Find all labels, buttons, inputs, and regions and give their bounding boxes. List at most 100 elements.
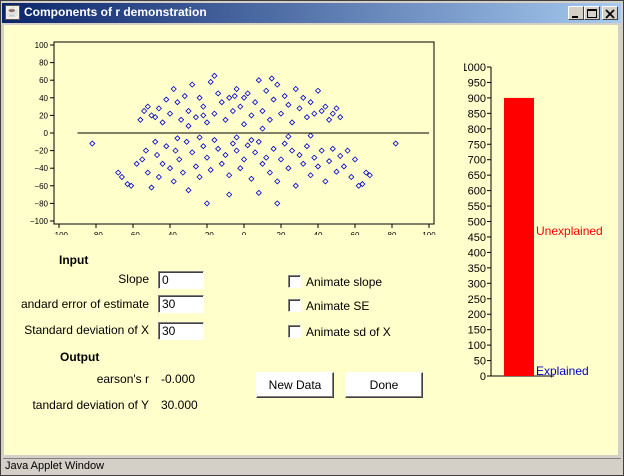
- new-data-button[interactable]: New Data: [256, 372, 334, 398]
- data-point: [333, 105, 340, 112]
- explained-label: Explained: [536, 364, 589, 378]
- bar-y-tick-label: 300: [468, 278, 486, 290]
- data-point: [155, 105, 162, 112]
- data-point: [141, 107, 148, 115]
- data-point: [215, 90, 222, 97]
- data-point: [268, 75, 275, 82]
- data-point: [248, 112, 255, 119]
- data-point: [259, 160, 266, 167]
- data-point: [211, 136, 218, 144]
- pearson-label: earson's r: [96, 372, 149, 386]
- data-point: [337, 114, 344, 121]
- sdy-value: 30.000: [161, 398, 198, 412]
- data-point: [192, 163, 199, 170]
- x-tick-label: −60: [126, 231, 140, 235]
- output-heading: Output: [60, 350, 100, 364]
- data-point: [292, 182, 299, 189]
- bar-y-tick-label: 800: [468, 124, 486, 136]
- done-button[interactable]: Done: [345, 372, 423, 398]
- data-point: [274, 81, 281, 88]
- data-point: [163, 143, 170, 150]
- slope-input[interactable]: 0: [158, 271, 204, 289]
- x-tick-label: 80: [388, 231, 397, 235]
- data-point: [329, 110, 336, 117]
- data-point: [183, 138, 190, 145]
- y-tick-label: −100: [30, 217, 49, 226]
- data-point: [222, 151, 229, 159]
- data-point: [178, 116, 185, 123]
- title-bar[interactable]: ☕ Components of r demonstration: [2, 3, 621, 23]
- close-button[interactable]: [602, 6, 618, 20]
- data-point: [314, 87, 322, 94]
- data-point: [281, 140, 288, 147]
- java-cup-icon: ☕: [5, 5, 20, 20]
- data-point: [170, 178, 177, 185]
- data-point: [270, 96, 277, 103]
- data-point: [240, 121, 248, 128]
- data-point: [233, 85, 240, 93]
- data-point: [296, 105, 303, 112]
- data-point: [89, 140, 96, 147]
- animate-sdx-checkbox[interactable]: [288, 325, 301, 338]
- data-point: [159, 160, 166, 167]
- minimize-button[interactable]: [568, 6, 584, 20]
- data-point: [218, 99, 225, 106]
- data-point: [333, 168, 340, 175]
- data-point: [351, 156, 359, 163]
- y-tick-label: 20: [39, 111, 48, 120]
- animate-slope-checkbox[interactable]: [288, 275, 301, 288]
- animate-se-label: Animate SE: [306, 299, 370, 313]
- data-point: [163, 96, 170, 103]
- data-point: [392, 140, 399, 147]
- data-point: [277, 156, 285, 163]
- bar-y-tick-label: 650: [468, 170, 486, 182]
- y-tick-label: 100: [35, 41, 49, 50]
- animate-se-checkbox[interactable]: [288, 299, 301, 312]
- bar-y-tick-label: 200: [468, 309, 486, 321]
- data-point: [237, 165, 244, 172]
- data-point: [263, 87, 270, 94]
- data-point: [207, 78, 214, 86]
- data-point: [196, 94, 203, 101]
- data-point: [300, 160, 307, 167]
- data-point: [359, 180, 366, 188]
- y-tick-label: 80: [39, 59, 48, 68]
- data-point: [266, 169, 273, 176]
- data-point: [259, 125, 266, 132]
- maximize-button[interactable]: [584, 6, 600, 20]
- maximize-icon: [587, 9, 597, 18]
- bar-y-tick-label: 350: [468, 263, 486, 275]
- data-point: [285, 133, 292, 140]
- x-tick-label: 0: [242, 231, 247, 235]
- data-point: [196, 134, 203, 141]
- x-tick-label: −40: [163, 231, 177, 235]
- x-tick-label: 100: [422, 231, 436, 235]
- data-point: [326, 158, 333, 165]
- data-point: [244, 90, 251, 97]
- data-point: [259, 107, 266, 115]
- data-point: [152, 114, 159, 121]
- data-point: [137, 116, 144, 123]
- y-tick-label: −20: [34, 147, 48, 156]
- close-icon: [605, 9, 615, 19]
- data-point: [124, 180, 131, 188]
- bar-y-tick-label: 600: [468, 186, 486, 198]
- data-point: [166, 165, 174, 172]
- data-point: [185, 107, 192, 115]
- data-point: [281, 92, 288, 100]
- data-point: [237, 103, 244, 110]
- data-point: [166, 110, 174, 117]
- data-point: [318, 107, 325, 115]
- data-point: [314, 163, 322, 170]
- se-input[interactable]: 30: [158, 295, 204, 313]
- data-point: [252, 99, 259, 106]
- slope-label: Slope: [118, 272, 149, 286]
- x-tick-label: 20: [277, 231, 286, 235]
- sdx-input[interactable]: 30: [158, 322, 204, 340]
- data-point: [322, 178, 329, 185]
- data-point: [248, 175, 255, 182]
- data-point: [348, 173, 355, 181]
- y-tick-label: 40: [39, 94, 48, 103]
- data-point: [363, 169, 370, 176]
- data-point: [185, 187, 192, 194]
